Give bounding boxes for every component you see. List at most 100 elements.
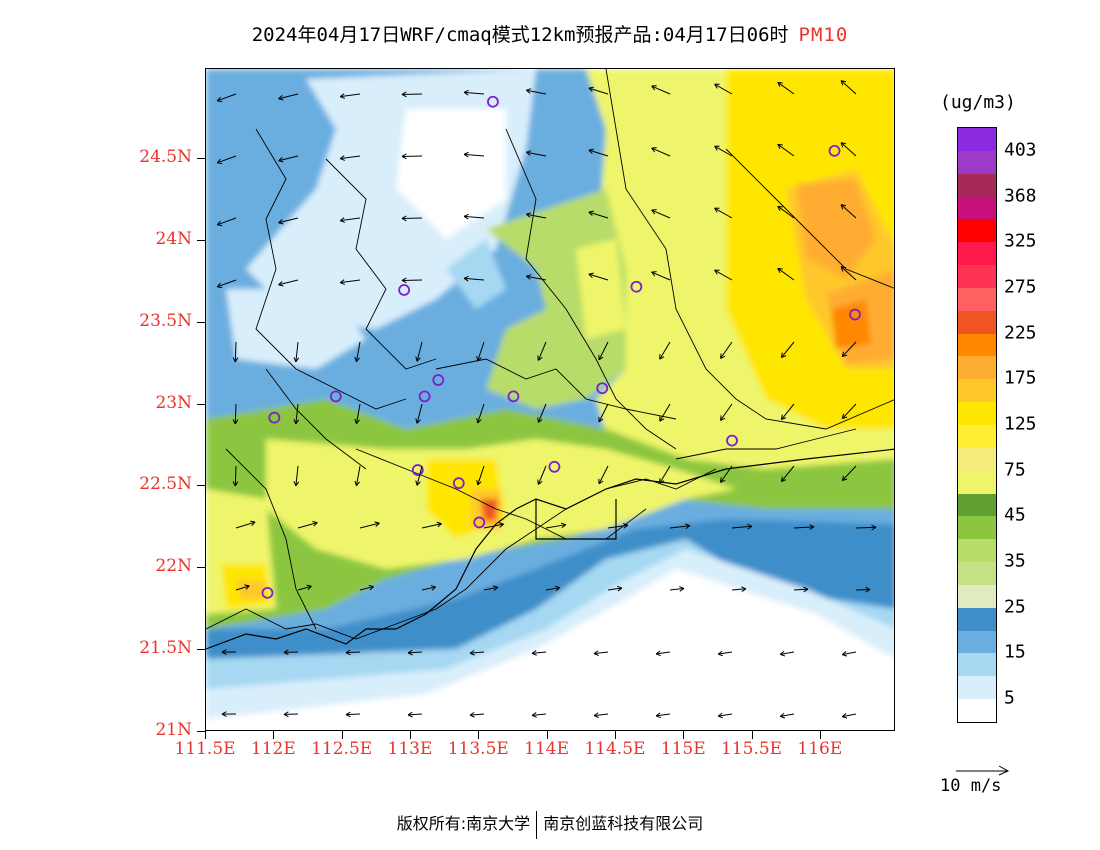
wind-arrow xyxy=(526,274,547,281)
wind-arrow xyxy=(537,465,547,485)
wind-arrow xyxy=(278,217,299,225)
wind-arrow xyxy=(345,649,361,656)
wind-arrow xyxy=(841,341,857,358)
wind-arrow xyxy=(407,649,423,656)
station-marker xyxy=(630,280,643,293)
wind-arrow xyxy=(588,86,609,95)
lon-label: 116E xyxy=(797,739,843,759)
wind-arrow xyxy=(278,279,299,287)
station-marker xyxy=(596,382,609,395)
wind-arrow xyxy=(841,465,857,482)
copyright-right: 南京创蓝科技有限公司 xyxy=(543,814,704,833)
station-marker xyxy=(329,390,342,403)
colorbar-swatch xyxy=(958,265,996,289)
wind-arrow xyxy=(593,650,609,656)
wind-arrow xyxy=(401,277,423,284)
lon-label: 112E xyxy=(250,739,296,759)
wind-arrow xyxy=(841,651,857,657)
colorbar-swatch xyxy=(958,584,996,609)
wind-arrow xyxy=(655,712,671,719)
wind-arrow xyxy=(840,142,857,157)
lon-tick xyxy=(273,731,275,739)
wind-arrow xyxy=(463,89,485,96)
wind-arrow xyxy=(359,584,374,591)
wind-arrow xyxy=(463,151,485,158)
wind-arrow xyxy=(216,217,237,227)
wind-arrow xyxy=(588,148,609,157)
colorbar-label: 368 xyxy=(1004,185,1037,207)
colorbar-swatch xyxy=(958,196,996,220)
lon-tick xyxy=(819,731,821,739)
copyright-divider xyxy=(536,810,538,839)
lat-label: 22N xyxy=(155,556,192,577)
station-marker xyxy=(726,434,738,447)
lat-tick xyxy=(197,158,205,160)
wind-arrow xyxy=(216,93,237,103)
wind-arrow xyxy=(855,524,877,531)
wind-arrow xyxy=(720,403,733,421)
colorbar-swatch xyxy=(958,402,996,426)
wind-arrow xyxy=(283,711,299,718)
wind-arrow xyxy=(526,88,547,95)
colorbar-label: 275 xyxy=(1004,276,1037,298)
wind-arrow xyxy=(780,341,795,358)
colorbar-swatch xyxy=(958,356,996,380)
lon-tick xyxy=(409,731,411,739)
colorbar-swatch xyxy=(958,150,996,175)
wind-reference-label: 10 m/s xyxy=(940,776,1002,796)
colorbar-swatch xyxy=(958,447,996,472)
colorbar-swatch xyxy=(958,470,996,495)
wind-arrow xyxy=(777,81,795,95)
colorbar-swatch xyxy=(958,516,996,540)
wind-arrow xyxy=(415,403,423,424)
lon-tick xyxy=(751,731,753,739)
wind-arrow xyxy=(483,585,499,591)
colorbar-label: 125 xyxy=(1004,413,1037,435)
wind-arrow xyxy=(655,650,671,657)
wind-arrow xyxy=(407,711,423,718)
wind-arrow xyxy=(593,712,609,718)
lon-label: 114E xyxy=(524,739,570,759)
wind-reference: 10 m/s xyxy=(940,762,1014,796)
wind-arrow xyxy=(359,521,380,529)
wind-arrow xyxy=(777,143,795,157)
wind-arrow xyxy=(537,403,547,423)
wind-arrow xyxy=(401,153,423,160)
lon-label: 113E xyxy=(387,739,433,759)
colorbar-swatch xyxy=(958,630,996,654)
colorbar-swatch xyxy=(958,128,996,152)
wind-arrow xyxy=(607,585,623,592)
station-marker xyxy=(261,586,274,599)
station-marker xyxy=(418,390,431,403)
wind-arrow xyxy=(463,275,485,282)
copyright: 版权所有:南京大学 南京创蓝科技有限公司 xyxy=(0,810,1100,839)
wind-arrow xyxy=(720,341,733,359)
lat-label: 24N xyxy=(155,228,192,249)
lon-tick xyxy=(205,731,206,739)
chart-title: 2024年04月17日WRF/cmaq模式12km预报产品:04月17日06时 P… xyxy=(0,20,1100,47)
wind-arrow xyxy=(777,267,795,281)
colorbar-swatch xyxy=(958,699,996,723)
colorbar-swatch xyxy=(958,310,996,335)
wind-arrow xyxy=(216,279,237,289)
wind-arrow xyxy=(598,403,609,423)
wind-arrow xyxy=(714,83,733,95)
lat-tick xyxy=(197,731,205,732)
colorbar-swatch xyxy=(958,425,996,449)
wind-arrow xyxy=(607,522,629,529)
lon-tick xyxy=(614,731,616,739)
wind-vectors xyxy=(216,80,877,719)
wind-arrow xyxy=(463,213,485,220)
wind-arrow xyxy=(476,465,485,486)
lat-tick xyxy=(197,649,205,651)
wind-arrow xyxy=(659,403,671,422)
lat-label: 23.5N xyxy=(139,310,192,331)
colorbar-swatch xyxy=(958,219,996,243)
copyright-left: 版权所有:南京大学 xyxy=(396,814,531,833)
title-pollutant: PM10 xyxy=(798,24,849,46)
wind-arrow xyxy=(339,217,361,223)
wind-arrow xyxy=(293,403,300,425)
wind-arrow xyxy=(293,465,300,487)
wind-arrow xyxy=(793,524,815,530)
lon-label: 115E xyxy=(660,739,706,759)
